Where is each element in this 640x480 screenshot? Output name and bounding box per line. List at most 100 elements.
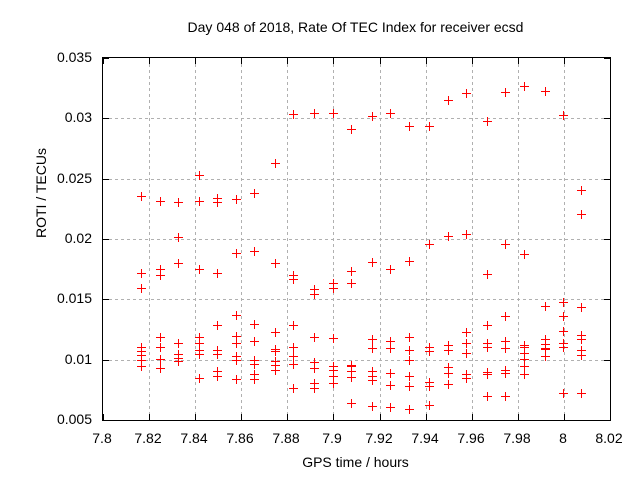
data-point-marker: [346, 125, 356, 135]
y-gridline: [103, 118, 610, 119]
data-point-marker: [250, 336, 260, 346]
data-point-marker: [443, 96, 453, 106]
data-point-marker: [577, 330, 587, 340]
y-tick-mark: [103, 118, 109, 119]
x-axis-label: GPS time / hours: [302, 454, 409, 470]
data-point-marker: [558, 298, 568, 307]
y-tick-mark: [604, 420, 610, 421]
data-point-marker: [155, 364, 165, 374]
data-point-marker: [577, 185, 587, 195]
data-point-marker: [250, 189, 260, 199]
data-point-marker: [289, 275, 299, 284]
data-point-marker: [250, 319, 260, 329]
data-point-marker: [213, 371, 223, 381]
data-point-marker: [404, 355, 414, 365]
y-tick-label: 0.03: [64, 109, 92, 125]
data-point-marker: [270, 365, 280, 375]
data-point-marker: [155, 196, 165, 206]
data-point-marker: [519, 249, 529, 259]
data-point-marker: [386, 343, 396, 353]
data-point-marker: [501, 392, 511, 402]
data-point-marker: [328, 108, 338, 118]
data-point-marker: [137, 342, 147, 352]
x-tick-label: 7.96: [457, 430, 485, 446]
y-tick-mark: [604, 239, 610, 240]
x-tick-label: 7.94: [411, 430, 439, 446]
data-point-marker: [386, 381, 396, 391]
data-point-marker: [462, 339, 472, 348]
x-tick-mark: [472, 414, 473, 420]
x-tick-label: 7.98: [503, 430, 531, 446]
data-point-marker: [231, 375, 241, 385]
data-point-marker: [501, 312, 511, 322]
data-point-marker: [310, 358, 319, 368]
data-point-marker: [155, 354, 165, 364]
data-point-marker: [155, 265, 165, 275]
data-point-marker: [558, 342, 568, 352]
data-point-marker: [462, 374, 472, 383]
data-point-marker: [231, 195, 241, 205]
x-tick-mark: [287, 414, 288, 420]
data-point-marker: [213, 366, 223, 376]
data-point-marker: [250, 375, 260, 385]
y-tick-label: 0.01: [64, 351, 92, 367]
data-point-marker: [519, 82, 529, 91]
data-point-marker: [425, 347, 435, 357]
data-point-marker: [213, 349, 223, 359]
data-point-marker: [558, 110, 568, 120]
x-tick-mark: [610, 58, 611, 64]
data-point-marker: [443, 231, 453, 241]
data-point-marker: [310, 284, 319, 294]
data-point-marker: [519, 370, 529, 380]
x-tick-label: 7.86: [226, 430, 254, 446]
y-gridline: [103, 239, 610, 240]
data-point-marker: [404, 121, 414, 131]
data-point-marker: [213, 320, 223, 330]
data-point-marker: [328, 365, 338, 375]
chart-title: Day 048 of 2018, Rate Of TEC Index for r…: [187, 19, 524, 35]
data-point-marker: [425, 342, 435, 352]
data-point-marker: [443, 363, 453, 373]
data-point-marker: [404, 346, 414, 356]
data-point-marker: [310, 378, 319, 388]
data-point-marker: [558, 312, 568, 322]
y-tick-mark: [103, 179, 109, 180]
data-point-marker: [482, 342, 492, 352]
x-tick-mark: [103, 58, 104, 64]
x-tick-mark: [241, 58, 242, 64]
data-point-marker: [270, 159, 280, 169]
data-point-marker: [425, 240, 435, 249]
data-point-marker: [519, 342, 529, 352]
data-point-marker: [231, 311, 241, 321]
x-tick-mark: [333, 58, 334, 64]
data-point-marker: [540, 345, 550, 354]
data-point-marker: [482, 392, 492, 402]
data-point-marker: [443, 341, 453, 351]
y-tick-mark: [604, 118, 610, 119]
data-point-marker: [501, 369, 511, 379]
data-point-marker: [346, 361, 356, 371]
y-tick-label: 0.02: [64, 230, 92, 246]
data-point-marker: [270, 259, 280, 269]
data-point-marker: [501, 343, 511, 353]
data-point-marker: [194, 196, 204, 206]
y-tick-mark: [103, 58, 109, 59]
data-point-marker: [540, 301, 550, 311]
data-point-marker: [289, 359, 299, 369]
data-point-marker: [386, 402, 396, 412]
data-point-marker: [137, 351, 147, 360]
data-point-marker: [328, 283, 338, 293]
data-point-marker: [310, 108, 319, 118]
data-point-marker: [310, 364, 319, 374]
data-point-marker: [425, 400, 435, 410]
y-tick-label: 0.015: [56, 290, 92, 306]
x-tick-mark: [426, 414, 427, 420]
x-tick-mark: [564, 58, 565, 64]
data-point-marker: [270, 328, 280, 338]
data-point-marker: [367, 401, 377, 411]
data-point-marker: [328, 378, 338, 388]
data-point-marker: [194, 349, 204, 359]
data-point-marker: [540, 352, 550, 362]
x-tick-mark: [149, 58, 150, 64]
